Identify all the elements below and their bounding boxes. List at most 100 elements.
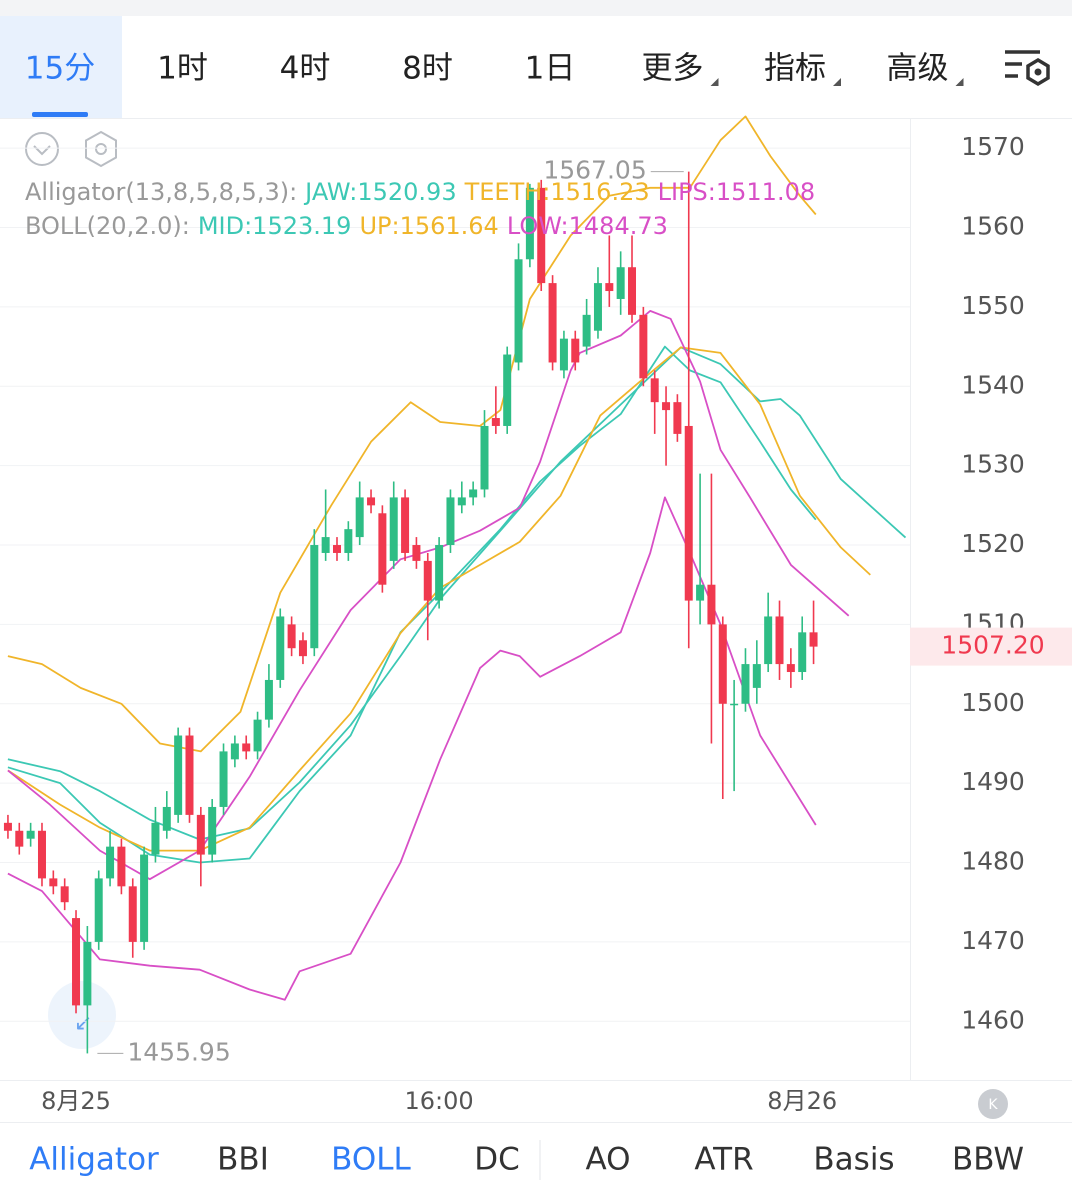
candle-body (446, 497, 455, 546)
candle-body (355, 497, 364, 538)
candle-body (389, 497, 398, 561)
indicator-line (7, 310, 850, 881)
y-tick-label: 1460 (961, 1005, 1025, 1034)
candle-body (616, 267, 625, 299)
indicator-line (7, 115, 817, 753)
x-tick-label: 8月25 (41, 1087, 111, 1115)
y-tick-label: 1550 (961, 291, 1025, 320)
legend-value: LOW:1484.73 (507, 212, 668, 240)
collapse-icon[interactable] (25, 132, 59, 166)
candle-body (401, 497, 410, 553)
svg-text:↙: ↙ (74, 1011, 92, 1036)
reset-icon[interactable]: K (978, 1089, 1008, 1119)
candle-body (128, 886, 137, 942)
candle-body (174, 735, 183, 815)
candle-body (378, 513, 387, 585)
indicator-line (7, 346, 907, 841)
dropdown-arrow (833, 78, 841, 86)
candle-body (730, 703, 739, 706)
candle-body (537, 187, 546, 284)
settings-icon[interactable] (1005, 50, 1050, 87)
y-tick-label: 1520 (961, 529, 1025, 558)
x-tick-label: 8月26 (767, 1087, 837, 1115)
timeframe-tab[interactable]: 1时 (157, 51, 208, 87)
indicator-tab[interactable]: AO (585, 1142, 630, 1178)
candle-body (15, 830, 24, 847)
indicator-tab[interactable]: Alligator (29, 1142, 159, 1178)
timeframe-tab[interactable]: 4时 (280, 51, 331, 87)
timeframe-tab[interactable]: 8时 (402, 51, 453, 87)
candle-body (242, 743, 251, 752)
candle-body (208, 806, 217, 855)
hexagon-icon[interactable] (85, 130, 117, 168)
timeframe-tab[interactable]: 指标 (764, 51, 826, 87)
timeframe-tab[interactable]: 高级 (887, 51, 949, 87)
candle-body (718, 624, 727, 704)
candle-body (809, 632, 818, 647)
indicator-line (7, 345, 817, 864)
legend-value: JAW:1520.93 (303, 178, 456, 206)
candle-body (344, 529, 353, 553)
candle-body (662, 402, 671, 411)
candle-body (571, 338, 580, 363)
dropdown-arrow (710, 78, 719, 86)
candle-body (707, 584, 716, 625)
active-tab-bg (0, 16, 122, 118)
indicator-tab[interactable]: ATR (694, 1142, 753, 1178)
candle-body (605, 283, 614, 292)
candle-body (196, 814, 205, 855)
candle-body (650, 378, 659, 403)
candle-body (673, 402, 682, 434)
legend-value: TEETH:1516.23 (464, 178, 650, 206)
candle-body (741, 664, 750, 704)
indicator-tab[interactable]: BOLL (331, 1142, 411, 1178)
candle-body (253, 719, 262, 752)
timeframe-tab[interactable]: 15分 (25, 51, 95, 87)
indicator-tab[interactable]: BBI (217, 1142, 269, 1178)
y-tick-label: 1540 (961, 370, 1025, 399)
candle-body (298, 640, 307, 657)
candle-body (786, 664, 795, 673)
candle-body (106, 846, 115, 879)
candle-body (559, 338, 568, 371)
candle-body (628, 267, 637, 315)
indicator-tab[interactable]: DC (474, 1142, 520, 1178)
y-tick-label: 1560 (961, 212, 1025, 241)
max-label: 1567.05 (543, 156, 646, 185)
indicator-tab[interactable]: BBW (952, 1142, 1024, 1178)
candle-body (457, 497, 466, 506)
candle-body (332, 545, 341, 553)
y-tick-label: 1570 (961, 132, 1025, 161)
candle-body (548, 283, 557, 363)
candle-body (276, 616, 285, 680)
indicator-tab[interactable]: Basis (813, 1142, 894, 1178)
candle-body (140, 854, 149, 942)
candle-body (310, 545, 319, 649)
candle-body (684, 425, 693, 601)
candle-body (367, 497, 376, 506)
candle-body (49, 878, 58, 887)
candle-body (593, 283, 602, 331)
timeframe-tab[interactable]: 更多 (642, 51, 704, 87)
indicator-line (7, 496, 817, 1001)
candle-body (412, 545, 421, 561)
timeframe-tab[interactable]: 1日 (525, 51, 576, 87)
candle-body (287, 624, 296, 649)
candle-body (26, 830, 35, 839)
candle-body (514, 259, 523, 363)
candle-body (83, 941, 92, 1006)
candle-body (525, 187, 534, 260)
active-tab-underline (32, 112, 88, 117)
candle-body (696, 584, 705, 601)
candle-body (435, 545, 444, 601)
candle-body (60, 886, 69, 903)
candle-body (423, 560, 432, 601)
candle-body (503, 354, 512, 426)
x-tick-label: 16:00 (405, 1087, 474, 1115)
legend-title: BOLL(20,2.0): (25, 212, 190, 240)
min-label: 1455.95 (127, 1037, 230, 1066)
candle-body (94, 878, 103, 942)
y-tick-label: 1470 (961, 926, 1025, 955)
float-button[interactable]: ↙ (48, 981, 116, 1049)
